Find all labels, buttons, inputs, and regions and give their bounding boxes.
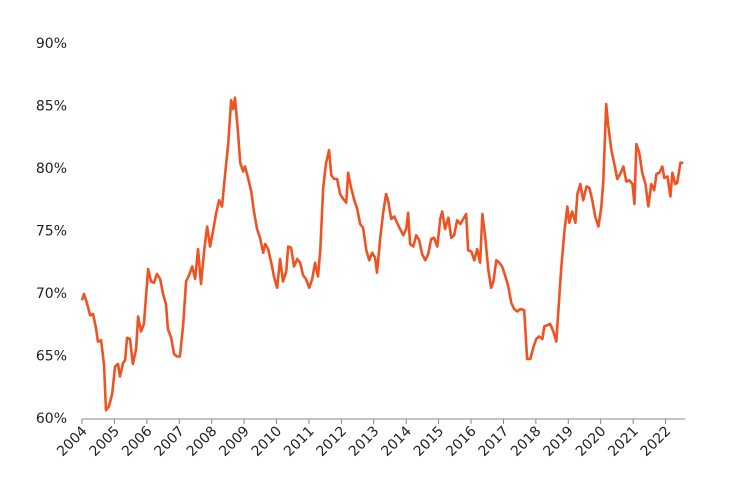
x-tick-label: 2018: [508, 423, 545, 460]
x-tick-label: 2008: [184, 423, 221, 460]
x-tick-label: 2004: [54, 423, 91, 460]
x-tick-label: 2021: [605, 423, 642, 460]
x-tick-label: 2015: [411, 423, 448, 460]
y-tick-label: 60%: [36, 411, 67, 427]
x-tick-label: 2022: [638, 423, 675, 460]
y-tick-label: 75%: [36, 224, 67, 240]
x-tick-label: 2016: [443, 423, 480, 460]
x-tick-label: 2006: [119, 423, 156, 460]
y-tick-label: 90%: [36, 36, 67, 52]
data-line: [80, 96, 684, 412]
x-tick-label: 2019: [540, 423, 577, 460]
y-tick-label: 70%: [36, 286, 67, 302]
x-tick-label: 2020: [573, 423, 610, 460]
y-tick-label: 65%: [36, 349, 67, 365]
x-tick-label: 2009: [216, 423, 253, 460]
y-tick-label: 85%: [36, 99, 67, 115]
x-tick-label: 2014: [378, 423, 415, 460]
x-tick-label: 2013: [346, 423, 383, 460]
y-tick-label: 80%: [36, 161, 67, 177]
x-tick-label: 2007: [151, 423, 188, 460]
x-tick-label: 2012: [313, 423, 350, 460]
x-tick-label: 2005: [87, 423, 124, 460]
x-tick-label: 2011: [281, 423, 318, 460]
x-tick-label: 2017: [476, 423, 513, 460]
x-tick-label: 2010: [249, 423, 286, 460]
